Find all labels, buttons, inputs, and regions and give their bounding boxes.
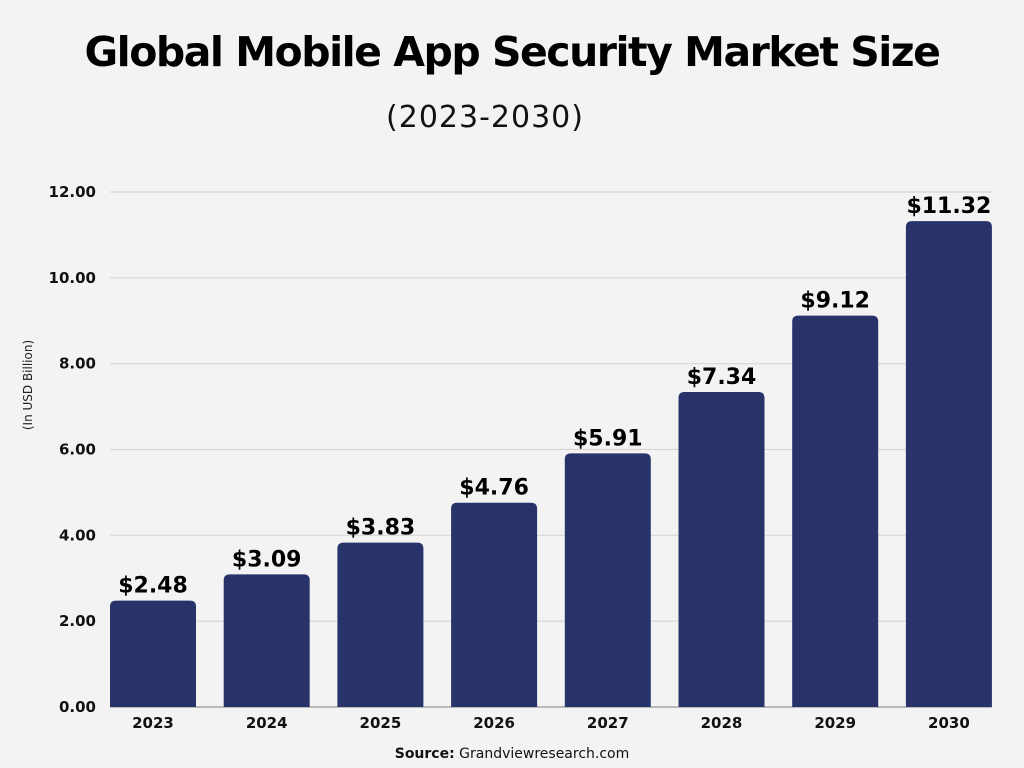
y-tick-label: 0.00 <box>59 698 96 716</box>
y-tick-label: 2.00 <box>59 612 96 630</box>
x-tick-label: 2026 <box>473 714 515 732</box>
x-tick-label: 2028 <box>701 714 743 732</box>
bar-2029 <box>792 315 879 707</box>
data-label: $7.34 <box>687 365 757 390</box>
bar-2026 <box>451 502 538 707</box>
bar-2030 <box>905 221 992 707</box>
y-tick-label: 6.00 <box>59 441 96 459</box>
data-label: $5.91 <box>573 426 643 451</box>
data-label: $3.09 <box>232 547 302 572</box>
data-label: $3.83 <box>346 516 416 541</box>
chart-subtitle: (2023-2030) <box>386 100 584 135</box>
x-tick-label: 2023 <box>132 714 174 732</box>
y-tick-label: 10.00 <box>49 269 96 287</box>
x-tick-label: 2024 <box>246 714 288 732</box>
chart-title: Global Mobile App Security Market Size <box>84 28 941 76</box>
x-tick-label: 2025 <box>360 714 402 732</box>
x-tick-label: 2029 <box>814 714 856 732</box>
y-tick-label: 8.00 <box>59 355 96 373</box>
bar-2024 <box>223 574 310 707</box>
y-tick-label: 4.00 <box>59 526 96 544</box>
bar-2028 <box>678 391 765 707</box>
bar-2027 <box>564 453 651 707</box>
source-label: Source: <box>394 746 455 762</box>
source-note: Source: Grandviewresearch.com <box>0 746 1024 762</box>
data-label: $2.48 <box>118 574 188 599</box>
x-tick-label: 2030 <box>928 714 970 732</box>
x-tick-label: 2027 <box>587 714 629 732</box>
data-label: $11.32 <box>906 194 991 219</box>
bar-2023 <box>110 600 196 707</box>
y-tick-label: 12.00 <box>49 183 96 201</box>
source-text: Grandviewresearch.com <box>459 746 630 762</box>
data-label: $4.76 <box>459 476 529 501</box>
data-label: $9.12 <box>800 289 870 314</box>
bar-2025 <box>337 542 424 707</box>
